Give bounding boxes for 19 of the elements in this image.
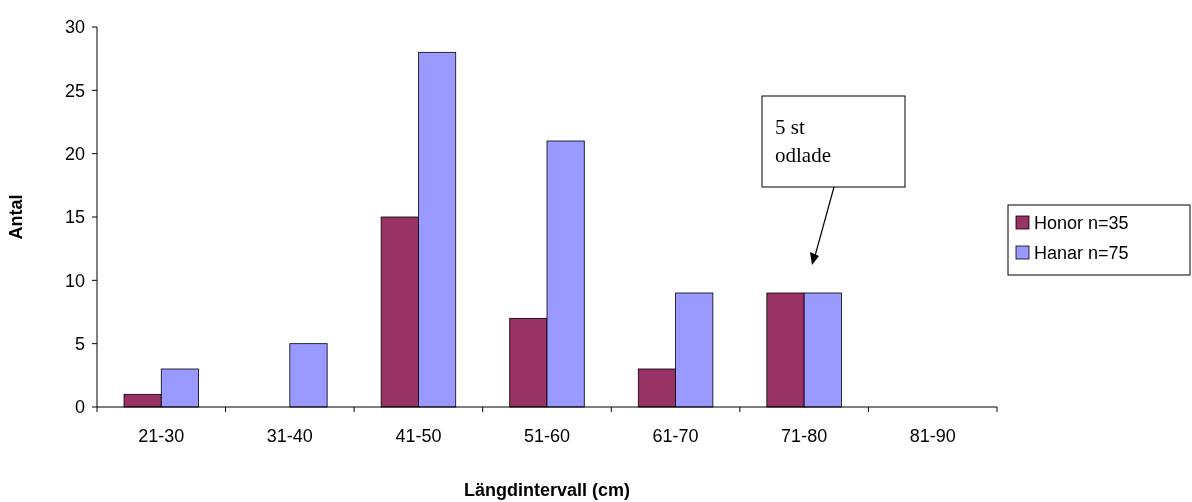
y-tick-label: 0	[74, 397, 85, 418]
annotation: 5 st odlade	[775, 115, 831, 167]
y-tick-label: 30	[64, 17, 85, 38]
y-tick-label: 10	[64, 270, 85, 291]
y-tick-label: 25	[64, 80, 85, 101]
x-tick-label: 71-80	[781, 426, 828, 446]
x-axis-title: Längdintervall (cm)	[463, 480, 631, 500]
x-tick-label: 21-30	[138, 426, 185, 446]
y-tick-label: 15	[64, 207, 85, 228]
y-tick-label: 5	[74, 333, 85, 354]
y-tick-label: 20	[64, 143, 85, 164]
legend-label: Hanar n=75	[1034, 243, 1129, 264]
legend-label: Honor n=35	[1034, 213, 1129, 234]
x-tick-label: 31-40	[266, 426, 313, 446]
y-axis-title: Antal	[6, 194, 26, 240]
x-tick-label: 51-60	[523, 426, 571, 446]
x-tick-label: 41-50	[395, 426, 442, 446]
x-tick-label: 61-70	[652, 426, 699, 446]
x-tick-label: 81-90	[909, 426, 956, 446]
